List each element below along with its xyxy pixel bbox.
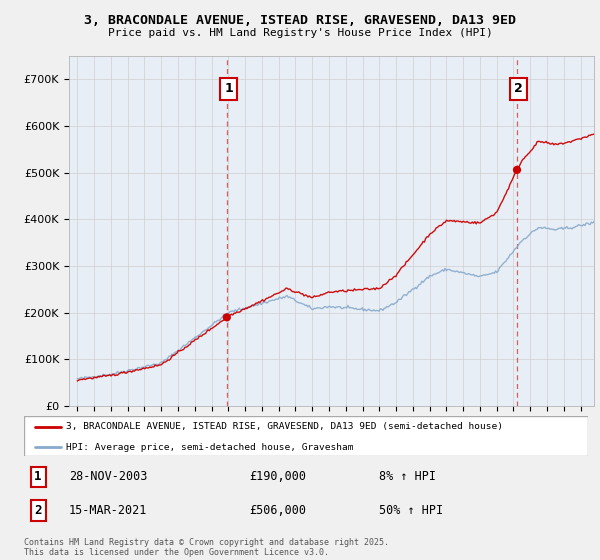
Text: Price paid vs. HM Land Registry's House Price Index (HPI): Price paid vs. HM Land Registry's House …: [107, 28, 493, 38]
Text: 8% ↑ HPI: 8% ↑ HPI: [379, 470, 436, 483]
Text: 50% ↑ HPI: 50% ↑ HPI: [379, 504, 443, 517]
Text: 3, BRACONDALE AVENUE, ISTEAD RISE, GRAVESEND, DA13 9ED: 3, BRACONDALE AVENUE, ISTEAD RISE, GRAVE…: [84, 14, 516, 27]
Text: 28-NOV-2003: 28-NOV-2003: [69, 470, 148, 483]
Text: Contains HM Land Registry data © Crown copyright and database right 2025.
This d: Contains HM Land Registry data © Crown c…: [24, 538, 389, 557]
Text: 1: 1: [34, 470, 42, 483]
Text: £506,000: £506,000: [250, 504, 307, 517]
Point: [222, 313, 232, 322]
Text: £190,000: £190,000: [250, 470, 307, 483]
Point: [512, 165, 522, 174]
Text: HPI: Average price, semi-detached house, Gravesham: HPI: Average price, semi-detached house,…: [66, 442, 354, 451]
Text: 3, BRACONDALE AVENUE, ISTEAD RISE, GRAVESEND, DA13 9ED (semi-detached house): 3, BRACONDALE AVENUE, ISTEAD RISE, GRAVE…: [66, 422, 503, 431]
Text: 15-MAR-2021: 15-MAR-2021: [69, 504, 148, 517]
Text: 1: 1: [224, 82, 233, 95]
Text: 2: 2: [514, 82, 523, 95]
Text: 2: 2: [34, 504, 42, 517]
